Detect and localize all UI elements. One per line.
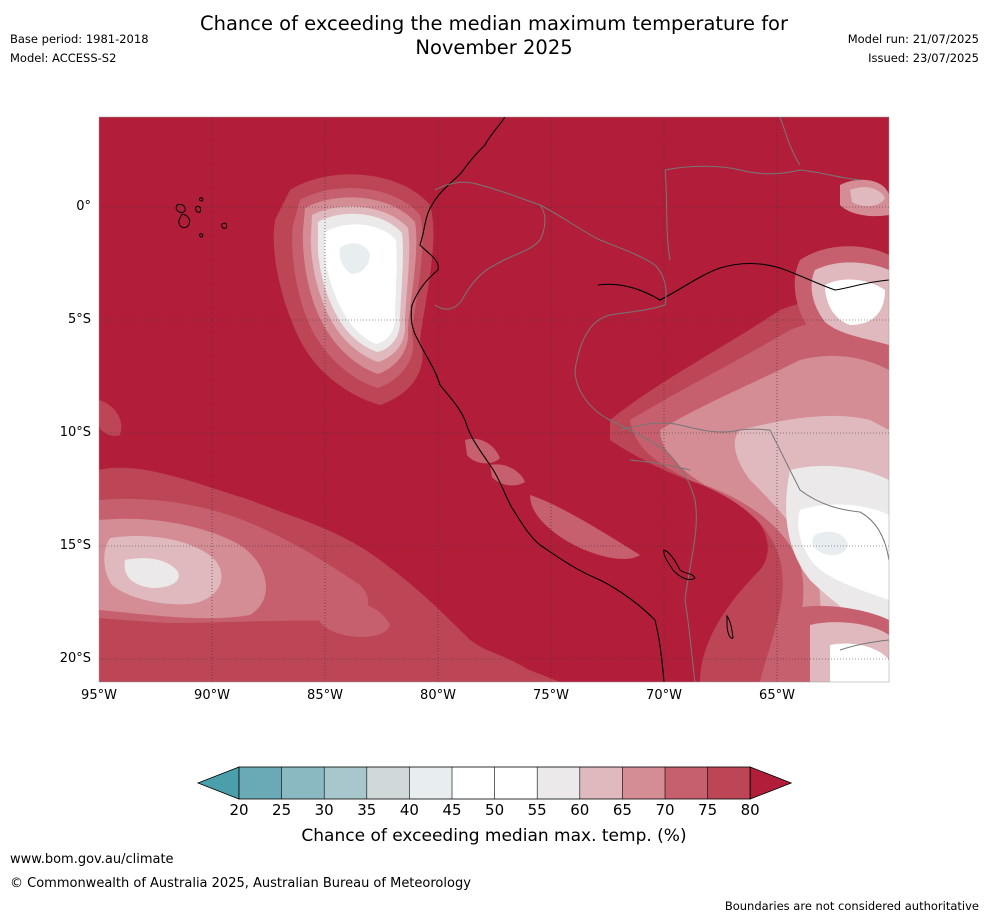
lat-label-5s: 5°S: [67, 312, 91, 327]
colorbar-swatch: [707, 767, 751, 799]
anomaly-peru-coast-a: [465, 438, 500, 464]
title-line-2: November 2025: [415, 36, 573, 59]
anomaly-galapagos-75: [99, 400, 122, 436]
islands: [175, 197, 734, 639]
colorbar-swatch: [452, 767, 496, 799]
coastline-south-america: [410, 117, 665, 682]
colorbar-swatch: [281, 767, 325, 799]
anomaly-offshore-ecuador-40: [339, 243, 370, 274]
colorbar-swatch: [324, 767, 368, 799]
anomaly-far-ne-60: [850, 187, 885, 207]
copyright: © Commonwealth of Australia 2025, Austra…: [10, 876, 471, 891]
colorbar-swatch: [622, 767, 666, 799]
colorbar-swatch: [239, 767, 283, 799]
map-frame: [98, 116, 890, 683]
meta-left: Base period: 1981-2018 Model: ACCESS-S2: [10, 30, 149, 68]
colorbar-tick-label: 75: [698, 801, 718, 819]
colorbar: [196, 766, 793, 800]
anomaly-sw-pacific-55: [124, 558, 179, 588]
colorbar-tick-label: 35: [357, 801, 377, 819]
lat-label-20s: 20°S: [59, 651, 91, 666]
lat-label-0: 0°: [76, 199, 91, 214]
colorbar-tick-label: 40: [399, 801, 419, 819]
colorbar-title: Chance of exceeding median max. temp. (%…: [301, 826, 687, 846]
colorbar-tick-label: 60: [570, 801, 590, 819]
lon-label-90w: 90°W: [194, 688, 230, 703]
anomaly-sw-pacific-lower-70: [315, 598, 390, 637]
base-period: Base period: 1981-2018: [10, 32, 149, 46]
colorbar-tick-label: 45: [442, 801, 462, 819]
colorbar-swatch: [366, 767, 410, 799]
lon-label-80w: 80°W: [420, 688, 456, 703]
colorbar-tick-label: 70: [655, 801, 675, 819]
coastline-north-caribbean: [597, 262, 889, 301]
chart-title: Chance of exceeding the median maximum t…: [0, 12, 988, 60]
colorbar-tick-label: 25: [272, 801, 292, 819]
model-name: Model: ACCESS-S2: [10, 51, 117, 65]
anomaly-amazon-50: [798, 504, 889, 600]
colorbar-swatch: [579, 767, 623, 799]
website-link[interactable]: www.bom.gov.au/climate: [10, 852, 174, 867]
anomaly-sw-pacific-lower-75: [99, 620, 545, 682]
anomaly-amazon-45: [812, 531, 848, 556]
model-run: Model run: 21/07/2025: [847, 32, 979, 46]
colorbar-swatch: [665, 767, 709, 799]
colorbar-tick-label: 30: [314, 801, 334, 819]
meta-right: Model run: 21/07/2025 Issued: 23/07/2025: [848, 30, 979, 68]
title-line-1: Chance of exceeding the median maximum t…: [199, 12, 789, 35]
disclaimer: Boundaries are not considered authoritat…: [724, 899, 979, 913]
colorbar-high-arrow: [749, 766, 793, 800]
map-area: [99, 117, 889, 682]
colorbar-tick-label: 80: [740, 801, 760, 819]
colorbar-low-arrow: [196, 766, 240, 800]
lon-label-70w: 70°W: [646, 688, 682, 703]
lon-label-85w: 85°W: [307, 688, 343, 703]
lon-label-65w: 65°W: [759, 688, 795, 703]
lat-label-15s: 15°S: [59, 538, 91, 553]
colorbar-swatch: [409, 767, 453, 799]
colorbar-tick-label: 20: [229, 801, 249, 819]
issued-date: Issued: 23/07/2025: [868, 51, 979, 65]
colorbar-swatch: [537, 767, 581, 799]
colorbar-tick-label: 65: [612, 801, 632, 819]
colorbar-swatch: [494, 767, 538, 799]
lon-label-95w: 95°W: [81, 688, 117, 703]
lat-label-10s: 10°S: [59, 425, 91, 440]
anomaly-peru-coast-c: [530, 495, 640, 560]
country-boundaries: [434, 117, 889, 682]
graticule: [99, 117, 889, 682]
colorbar-tick-label: 55: [527, 801, 547, 819]
anomaly-se-corner-50: [830, 643, 889, 682]
colorbar-tick-label: 50: [485, 801, 505, 819]
lon-label-75w: 75°W: [533, 688, 569, 703]
anomaly-ne-amazon-50: [825, 279, 885, 325]
